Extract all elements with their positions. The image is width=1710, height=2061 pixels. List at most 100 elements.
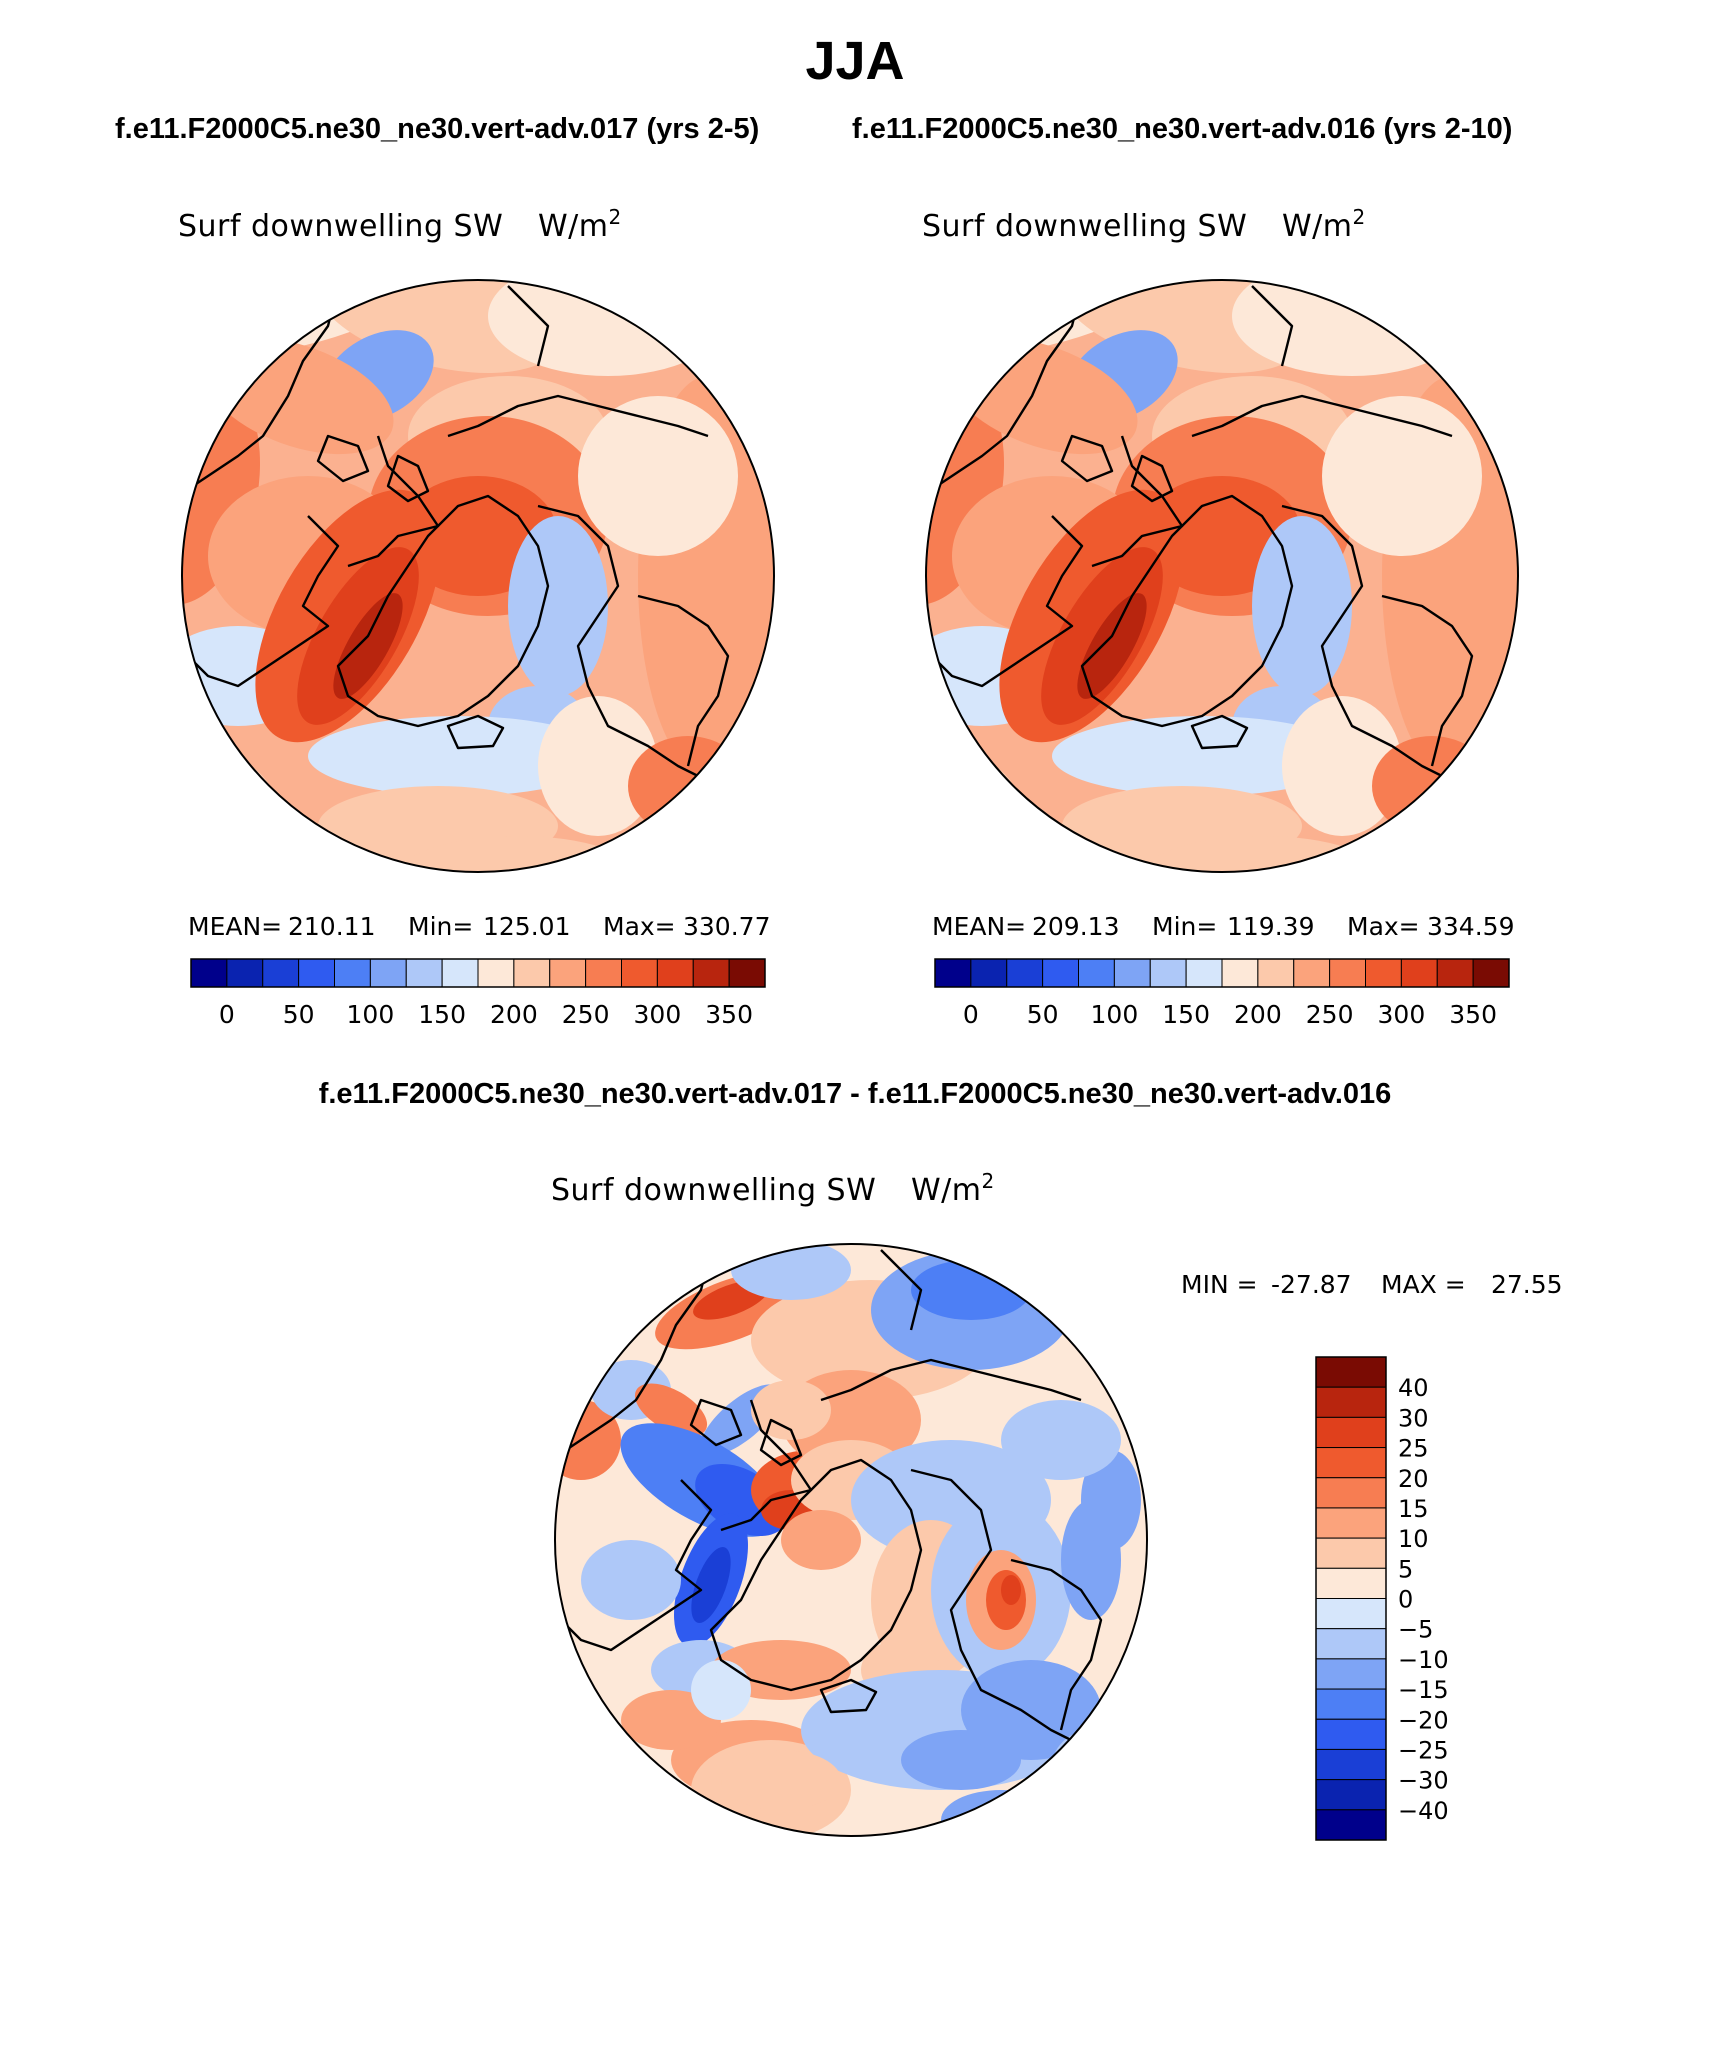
colorbar-swatch	[226, 958, 264, 988]
colorbar-tick-label: 350	[1449, 1000, 1497, 1029]
min-value: 125.01	[483, 912, 570, 941]
colorbar-swatch	[1472, 958, 1510, 988]
colorbar-tick-label: 0	[219, 1000, 235, 1029]
min-label: MIN =	[1181, 1270, 1258, 1299]
field-region	[731, 1244, 851, 1300]
colorbar-tick-label: −30	[1398, 1767, 1449, 1795]
variable-title: Surf downwelling SW	[551, 1173, 876, 1208]
units-exponent: 2	[609, 205, 622, 229]
field-region	[182, 756, 278, 872]
colorbar-frame	[1315, 1356, 1387, 1841]
colorbar-swatch	[1315, 1718, 1387, 1750]
map-boundary-circle	[925, 279, 1519, 873]
units-exponent: 2	[982, 1169, 995, 1193]
colorbar-tick-label: 300	[1378, 1000, 1426, 1029]
colorbar-swatch	[585, 958, 622, 988]
field-region	[1081, 1450, 1141, 1550]
colorbar-swatch	[1042, 958, 1079, 988]
difference-title: f.e11.F2000C5.ne30_ne30.vert-adv.017 - f…	[318, 1078, 1392, 1110]
colorbar-swatch	[190, 958, 228, 988]
colorbar-swatch	[1315, 1356, 1387, 1388]
field-region	[1077, 593, 1147, 699]
colorbar-tick-label: 20	[1398, 1465, 1429, 1493]
colorbar-swatch	[728, 958, 766, 988]
max-label: MAX =	[1381, 1270, 1466, 1299]
colorbar-swatch	[1400, 958, 1438, 988]
max-value: 27.55	[1491, 1270, 1563, 1299]
field-region	[691, 1547, 731, 1623]
field-region	[941, 1790, 1061, 1836]
map-panel-1: Surf downwelling SW W/m2 MEAN= 210.11 Min= 12…	[178, 205, 775, 1029]
colorbar-tick-label: 250	[562, 1000, 610, 1029]
units-label: W/m2	[1282, 205, 1366, 244]
field-region	[691, 1660, 751, 1720]
field-region	[721, 1750, 841, 1810]
colorbar-tick-label: −40	[1398, 1797, 1449, 1825]
colorbar-swatch	[1436, 958, 1474, 988]
colorbar-swatch	[1257, 958, 1295, 988]
field-region	[751, 1380, 831, 1440]
field-region	[508, 516, 608, 696]
colorbar-swatch	[1315, 1748, 1387, 1781]
units-exponent: 2	[1353, 205, 1366, 229]
colorbar-swatch	[477, 958, 515, 988]
colorbar-tick-label: 200	[1234, 1000, 1282, 1029]
min-label: Min=	[1152, 912, 1217, 941]
variable-title: Surf downwelling SW	[178, 209, 503, 244]
case1-title: f.e11.F2000C5.ne30_ne30.vert-adv.017 (yr…	[115, 113, 760, 145]
colorbar-swatch	[1329, 958, 1366, 988]
field-shading	[555, 1244, 1147, 1836]
colorbar-swatch	[1315, 1507, 1387, 1539]
field-region	[1052, 716, 1352, 796]
colorbar-swatch	[692, 958, 730, 988]
field-region	[1282, 696, 1402, 836]
colorbar-swatch	[369, 958, 407, 988]
colorbar-swatch	[1078, 958, 1115, 988]
field-region	[488, 280, 728, 376]
colorbar-swatch	[262, 958, 300, 988]
field-region	[781, 1510, 861, 1570]
colorbar-tick-label: 100	[347, 1000, 395, 1029]
field-region	[581, 1540, 681, 1620]
colorbar-swatch	[1113, 958, 1151, 988]
field-region	[1232, 280, 1472, 376]
colorbar-swatch	[1149, 958, 1187, 988]
variable-title: Surf downwelling SW	[922, 209, 1247, 244]
colorbar-tick-label: 40	[1398, 1374, 1429, 1402]
units-label: W/m2	[911, 1169, 995, 1208]
colorbar-swatch	[970, 958, 1008, 988]
colorbar-swatch	[405, 958, 443, 988]
mean-value: 210.11	[288, 912, 375, 941]
colorbar-tick-label: 150	[418, 1000, 466, 1029]
colorbar-swatch	[1315, 1386, 1387, 1418]
colorbar-frame	[934, 958, 1510, 988]
case2-title: f.e11.F2000C5.ne30_ne30.vert-adv.016 (yr…	[852, 113, 1513, 145]
colorbar-swatch	[656, 958, 694, 988]
field-region	[961, 1660, 1101, 1760]
colorbar-swatch	[1315, 1658, 1387, 1690]
field-region	[634, 1383, 708, 1437]
colorbar-tick-label: 50	[283, 1000, 315, 1029]
colorbar-tick-label: 100	[1091, 1000, 1139, 1029]
min-value: -27.87	[1271, 1270, 1352, 1299]
field-region	[1322, 396, 1482, 556]
field-region	[1142, 836, 1382, 872]
max-value: 334.59	[1427, 912, 1514, 941]
colorbar-tick-label: −15	[1398, 1676, 1449, 1704]
field-region	[398, 836, 638, 872]
colorbar-swatch	[1315, 1447, 1387, 1479]
colorbar-swatch	[1315, 1567, 1387, 1599]
colorbar: 0 50 100 150 200 250 300 350	[934, 958, 1510, 1029]
colorbar-swatch	[334, 958, 371, 988]
colorbar-swatch	[1221, 958, 1259, 988]
colorbar-swatch	[1315, 1809, 1387, 1841]
field-region	[1001, 1400, 1121, 1480]
min-label: Min=	[408, 912, 473, 941]
colorbar-swatch	[549, 958, 587, 988]
colorbar-tick-label: 10	[1398, 1525, 1429, 1553]
main-title: JJA	[805, 31, 905, 91]
colorbar-tick-label: 50	[1027, 1000, 1059, 1029]
colorbar-swatch	[1315, 1628, 1387, 1660]
